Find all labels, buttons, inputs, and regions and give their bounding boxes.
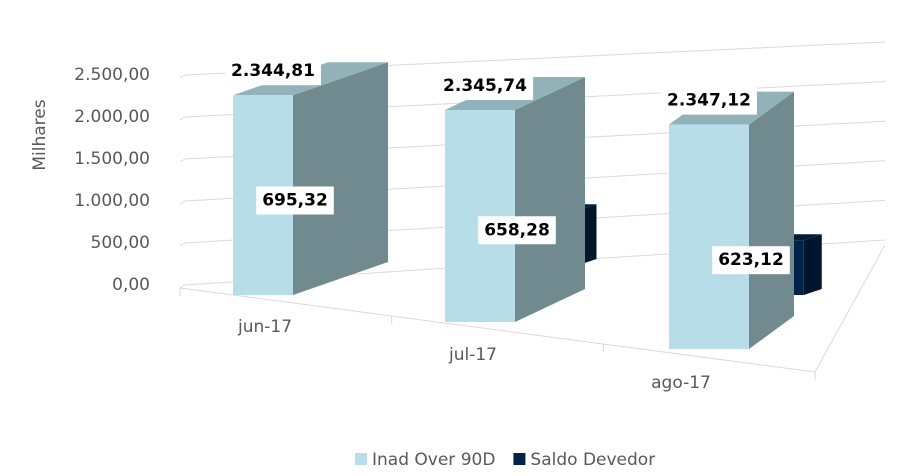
grid-line bbox=[179, 239, 886, 289]
bar-back-side bbox=[803, 234, 822, 295]
x-tick-label: ago-17 bbox=[651, 373, 711, 393]
data-label: 695,32 bbox=[262, 190, 328, 210]
data-label-box bbox=[661, 86, 757, 115]
y-axis-label: Milhares bbox=[30, 99, 50, 170]
legend-swatch bbox=[513, 453, 526, 465]
y-tick-label: 2.000,00 bbox=[74, 107, 150, 127]
data-label-box bbox=[256, 186, 334, 215]
bar-side bbox=[515, 76, 585, 323]
bar-side bbox=[749, 91, 794, 349]
y-tick-label: 500,00 bbox=[91, 233, 150, 253]
legend-label: Saldo Devedor bbox=[530, 450, 655, 470]
legend-swatch bbox=[355, 453, 367, 465]
data-label-box bbox=[712, 246, 790, 275]
grid-line bbox=[179, 41, 886, 79]
data-label-box bbox=[225, 57, 321, 86]
y-tick-label: 2.500,00 bbox=[74, 65, 150, 85]
data-label: 623,12 bbox=[718, 250, 784, 270]
data-label: 2.344,81 bbox=[231, 61, 315, 81]
grid-line bbox=[179, 81, 886, 121]
bar bbox=[669, 124, 749, 349]
x-tick-label: jun-17 bbox=[237, 317, 292, 337]
bar bbox=[445, 109, 515, 323]
data-label: 2.345,74 bbox=[443, 76, 527, 96]
x-tick-label: jul-17 bbox=[448, 345, 497, 365]
bar-side bbox=[293, 62, 388, 296]
data-label-box bbox=[437, 71, 534, 100]
legend-label: Inad Over 90D bbox=[372, 450, 495, 470]
y-tick-label: 1.000,00 bbox=[74, 191, 150, 211]
y-tick-label: 1.500,00 bbox=[74, 149, 150, 169]
grid-line bbox=[179, 120, 886, 163]
y-tick-label: 0,00 bbox=[112, 275, 150, 295]
data-label: 2.347,12 bbox=[667, 91, 751, 111]
grid-line bbox=[179, 199, 886, 247]
grid-line bbox=[179, 160, 886, 205]
data-label-box bbox=[478, 216, 556, 245]
data-label: 658,28 bbox=[484, 220, 550, 240]
